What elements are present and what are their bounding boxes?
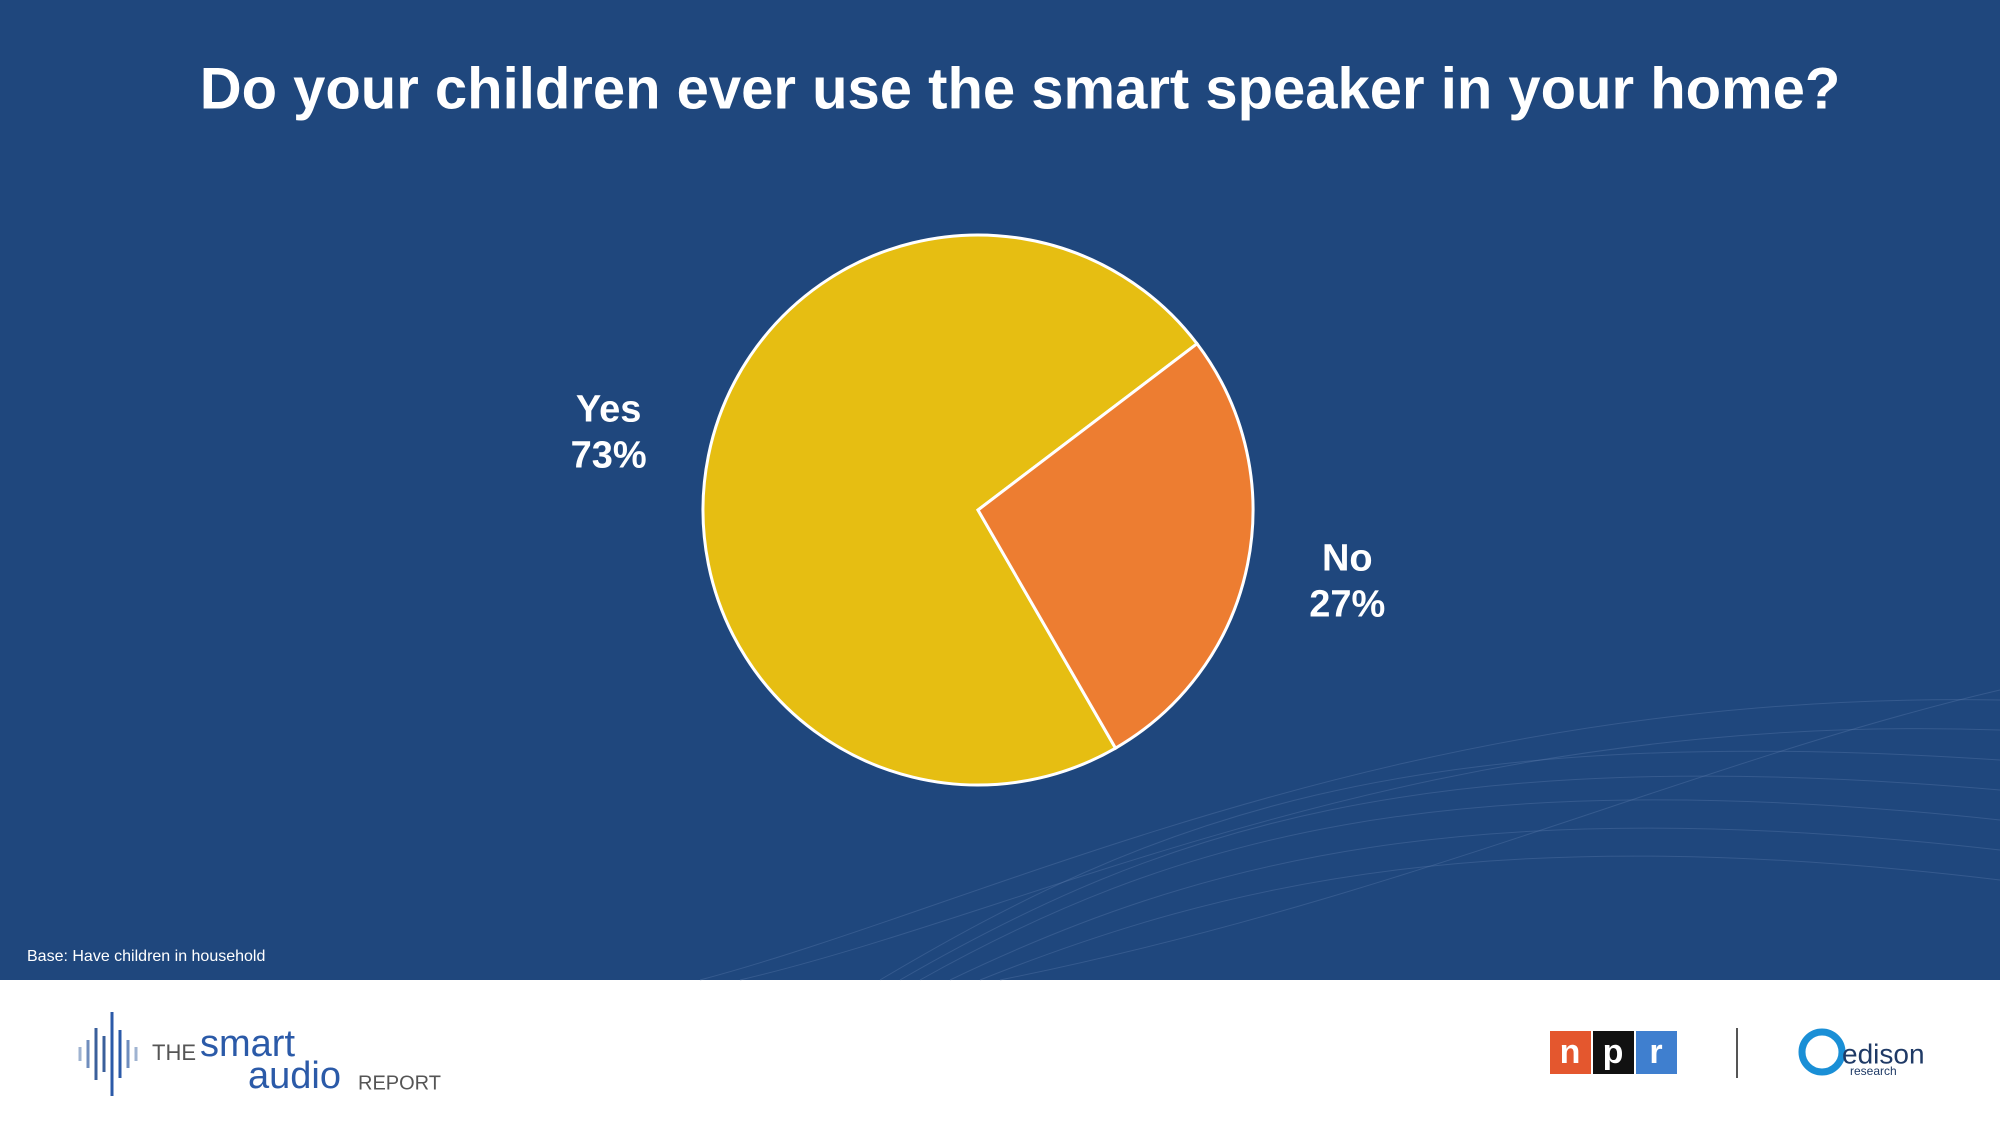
logo-text: smart [200,1023,295,1065]
npr-letter: p [1603,1033,1624,1071]
logo-text: audio [248,1055,341,1097]
report-logo: THE smart audio REPORT [78,1012,441,1097]
edison-mark [1798,1028,1846,1076]
logo-text: research [1850,1064,1897,1078]
npr-logo: n p r [1550,1031,1677,1074]
npr-letter: n [1560,1033,1581,1071]
pie-slice [976,341,1255,751]
slice-value-label: 73% [571,435,647,477]
wave [979,855,2000,981]
wave [949,827,2000,981]
slice-label: No [1322,537,1373,579]
edison-logo: edison research [1798,1028,1925,1078]
wave [899,775,2000,981]
decor-waves [699,689,2000,981]
slice-label: Yes [576,389,642,431]
logo-text: edison [1842,1038,1925,1069]
footer-band [0,980,2000,1125]
chart-title: Do your children ever use the smart spea… [200,56,1841,121]
pie-slice [701,233,1200,787]
wave [879,750,2000,981]
logo-text: THE [152,1040,196,1065]
footnote: Base: Have children in household [27,948,265,965]
logo-text: REPORT [358,1072,441,1094]
slice-value-label: 27% [1309,583,1385,625]
wave [699,699,2000,981]
npr-box [1636,1031,1677,1074]
wave [999,689,2000,981]
wave [919,799,2000,981]
npr-box [1593,1031,1634,1074]
npr-letter: r [1649,1033,1662,1071]
wave [739,728,2000,981]
npr-box [1550,1031,1591,1074]
